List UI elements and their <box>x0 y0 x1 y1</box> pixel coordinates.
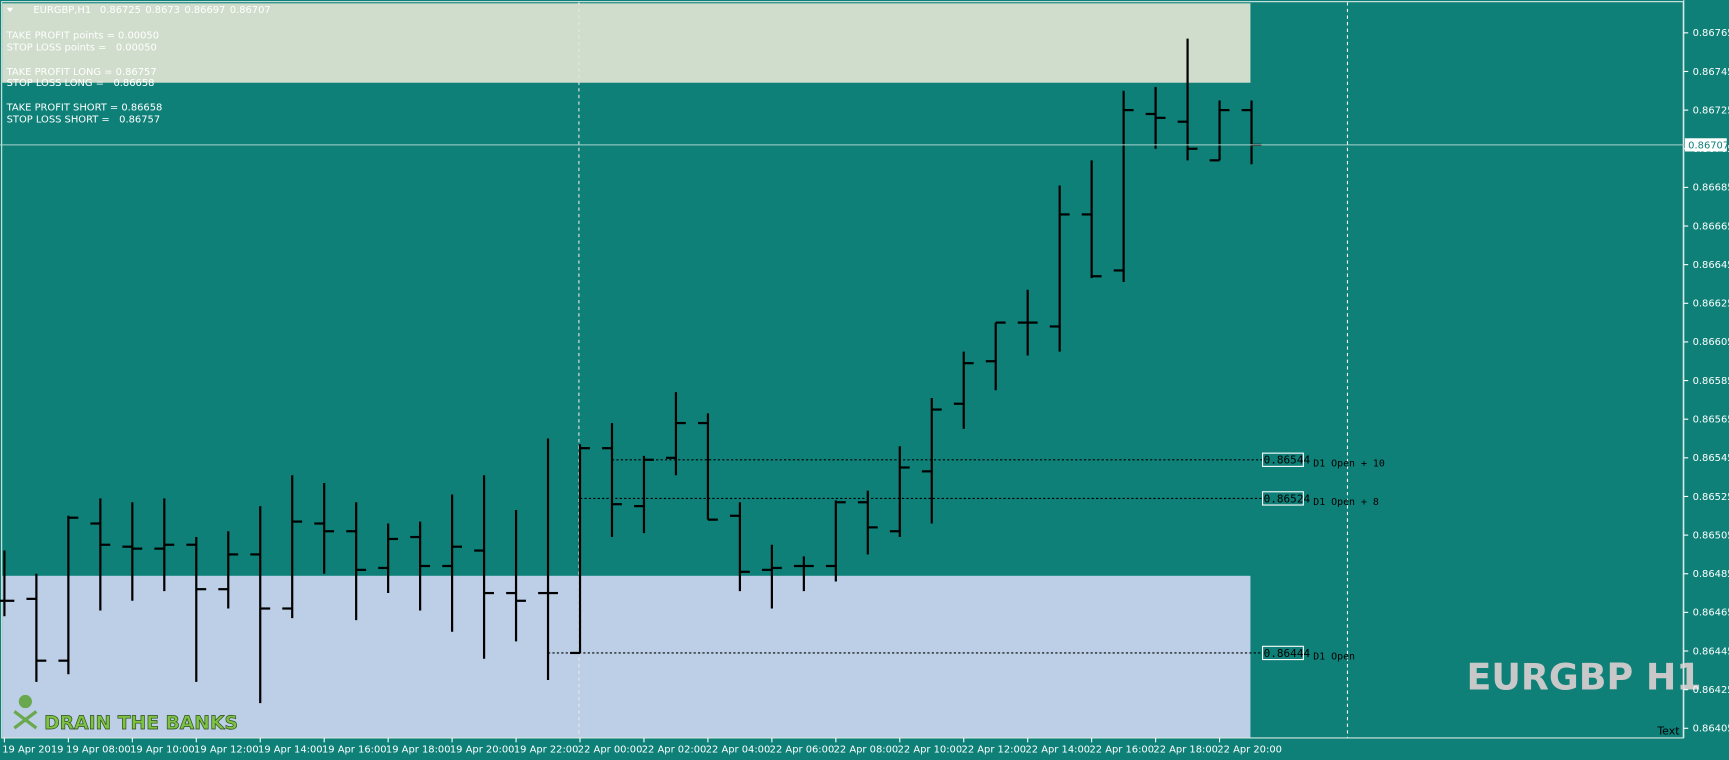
x-tick-label: 22 Apr 12:00 <box>962 744 1027 755</box>
y-tick-label: 0.86745 <box>1693 67 1729 78</box>
corner-text: Text <box>1656 725 1680 738</box>
x-tick-label: 19 Apr 2019 <box>2 744 63 755</box>
x-tick-label: 19 Apr 14:00 <box>258 744 323 755</box>
level-value: 0.86444 <box>1264 647 1311 660</box>
y-tick-label: 0.86445 <box>1693 646 1729 657</box>
y-tick-label: 0.86525 <box>1693 492 1729 503</box>
y-tick-label: 0.86545 <box>1693 453 1729 464</box>
stop-loss-zone <box>2 575 1251 738</box>
x-tick-label: 22 Apr 00:00 <box>578 744 643 755</box>
level-label: D1 Open + 10 <box>1313 458 1385 469</box>
annotation: STOP LOSS points = 0.00050 <box>7 43 157 54</box>
x-tick-label: 22 Apr 06:00 <box>770 744 835 755</box>
x-tick-label: 19 Apr 16:00 <box>322 744 387 755</box>
y-tick-label: 0.86765 <box>1693 28 1729 39</box>
take-profit-zone <box>2 3 1251 83</box>
header-open: 0.86725 <box>100 5 141 16</box>
level-box <box>1262 491 1304 506</box>
price-box <box>1684 138 1727 152</box>
annotation: STOP LOSS LONG = 0.86658 <box>7 78 155 89</box>
y-tick-label: 0.86505 <box>1693 530 1729 541</box>
logo: DRAIN THE BANKS <box>13 694 238 734</box>
header-high: 0.8673 <box>145 5 180 16</box>
level-value: 0.86524 <box>1264 492 1311 505</box>
symbol: EURGBP,H1 <box>33 5 91 16</box>
level-box <box>1262 645 1304 661</box>
level-label: D1 Open <box>1313 652 1355 663</box>
menu-icon <box>6 7 14 13</box>
price-label: 0.86707 <box>1688 141 1729 152</box>
logo-bone <box>13 710 38 730</box>
x-tick-label: 19 Apr 10:00 <box>130 744 195 755</box>
x-tick-label: 19 Apr 08:00 <box>66 744 131 755</box>
marks <box>0 38 1262 704</box>
x-tick-label: 22 Apr 14:00 <box>1025 744 1090 755</box>
y-tick-label: 0.86605 <box>1693 337 1729 348</box>
y-tick-label: 0.86625 <box>1693 299 1729 310</box>
y-tick-label: 0.86485 <box>1693 569 1729 580</box>
x-tick-label: 19 Apr 18:00 <box>386 744 451 755</box>
watermark: EURGBP H1 <box>1467 655 1702 698</box>
annotation: STOP LOSS SHORT = 0.86757 <box>7 114 161 125</box>
y-tick-label: 0.86685 <box>1693 183 1729 194</box>
x-tick-label: 19 Apr 20:00 <box>450 744 515 755</box>
x-tick-label: 22 Apr 02:00 <box>642 744 707 755</box>
y-tick-label: 0.86405 <box>1693 724 1729 735</box>
y-tick-label: 0.86425 <box>1693 685 1729 696</box>
x-tick-label: 22 Apr 18:00 <box>1153 744 1218 755</box>
annotation: TAKE PROFIT points = 0.00050 <box>6 31 159 42</box>
y-tick-label: 0.86645 <box>1693 260 1729 271</box>
x-tick-label: 22 Apr 10:00 <box>898 744 963 755</box>
x-tick-label: 22 Apr 16:00 <box>1089 744 1154 755</box>
y-tick-label: 0.86725 <box>1693 105 1729 116</box>
level-box <box>1262 452 1304 467</box>
logo-skull <box>18 694 32 709</box>
x-tick-label: 19 Apr 22:00 <box>514 744 579 755</box>
y-tick-label: 0.86585 <box>1693 376 1729 387</box>
x-tick-label: 22 Apr 08:00 <box>834 744 899 755</box>
header-close: 0.86707 <box>230 5 271 16</box>
level-value: 0.86544 <box>1264 454 1311 467</box>
x-tick-label: 22 Apr 20:00 <box>1217 744 1282 755</box>
annotation: TAKE PROFIT SHORT = 0.86658 <box>6 102 163 113</box>
x-tick-label: 22 Apr 04:00 <box>706 744 771 755</box>
header: EURGBP,H1 0.86725 0.8673 0.86697 0.86707 <box>18 5 281 16</box>
logo-text: DRAIN THE BANKS <box>44 713 238 734</box>
x-tick-label: 19 Apr 12:00 <box>194 744 259 755</box>
header-low: 0.86697 <box>184 5 225 16</box>
level-label: D1 Open + 8 <box>1313 497 1379 508</box>
y-tick-label: 0.86565 <box>1693 415 1729 426</box>
y-tick-label: 0.86665 <box>1693 221 1729 232</box>
annotation: TAKE PROFIT LONG = 0.86757 <box>6 67 157 78</box>
y-tick-label: 0.86465 <box>1693 608 1729 619</box>
